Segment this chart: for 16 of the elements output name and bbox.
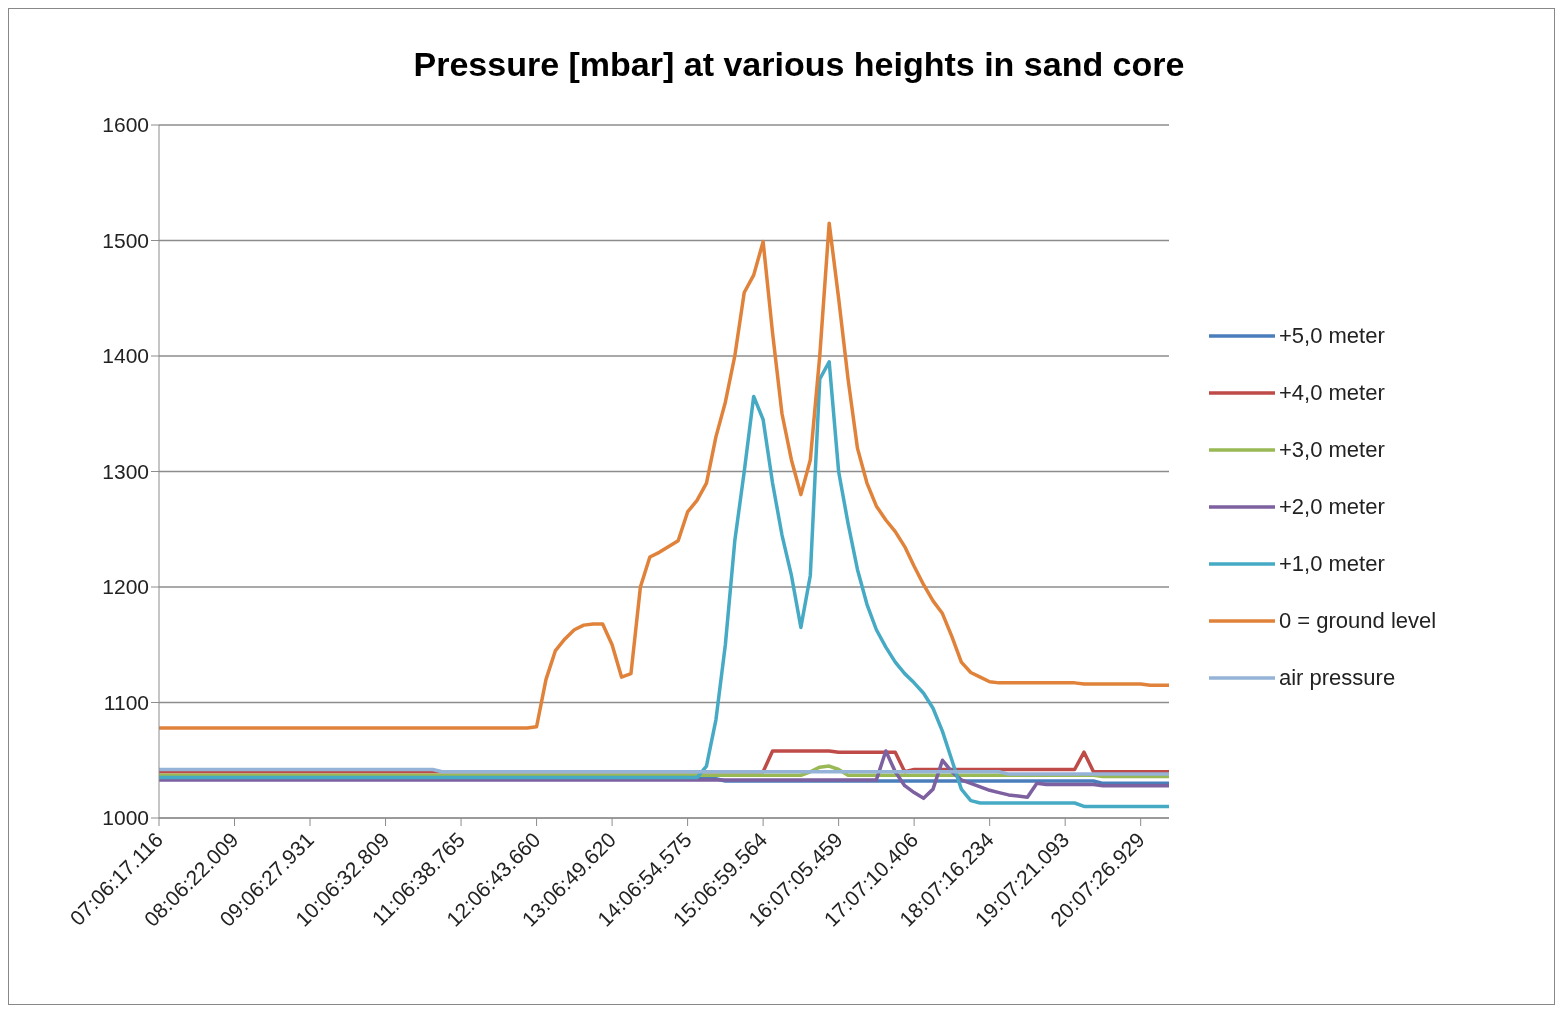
y-tick-label: 1500 xyxy=(102,228,149,252)
legend-label: 0 = ground level xyxy=(1279,607,1437,634)
line-series xyxy=(159,749,1169,801)
legend-label: +3,0 meter xyxy=(1279,436,1385,463)
y-tick-label: 1400 xyxy=(102,344,149,368)
chart-title: Pressure [mbar] at various heights in sand core xyxy=(412,45,1186,84)
legend-label: +2,0 meter xyxy=(1279,493,1385,520)
legend-label: +5,0 meter xyxy=(1279,322,1385,349)
y-tick-label: 1100 xyxy=(103,690,149,714)
legend-label: +4,0 meter xyxy=(1279,379,1385,406)
legend-label: +1,0 meter xyxy=(1279,550,1385,577)
y-tick-label: 1300 xyxy=(102,459,149,483)
y-tick-label: 1600 xyxy=(102,113,149,137)
y-tick-label: 1000 xyxy=(102,806,149,830)
y-tick-label: 1200 xyxy=(102,575,149,599)
legend-label: air pressure xyxy=(1279,664,1396,691)
